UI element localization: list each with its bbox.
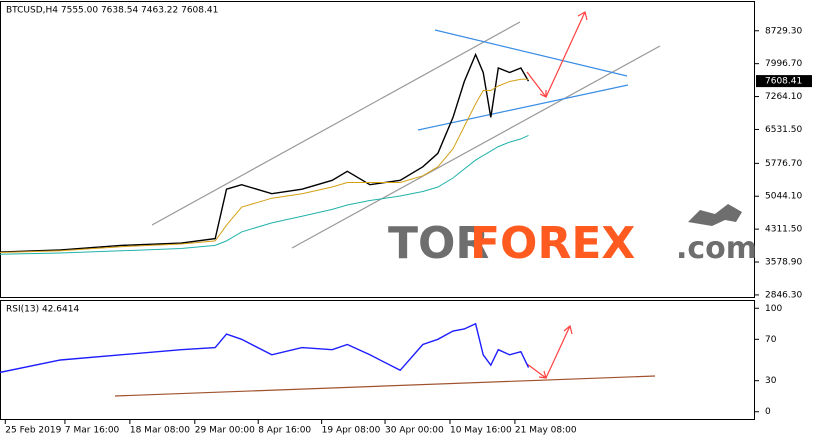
price-label-box	[756, 75, 812, 88]
watermark-text: TOR	[388, 218, 489, 269]
arrow	[526, 11, 588, 98]
y-tick-label: 4311.50	[765, 225, 802, 235]
rsi-trend-line	[114, 375, 656, 397]
x-tick-label: 25 Feb 2019	[5, 426, 61, 436]
bull-icon	[688, 204, 742, 226]
y-tick-label: 6531.50	[765, 125, 802, 135]
x-tick-label: 8 Apr 16:00	[258, 426, 311, 436]
y-tick-label: 100	[765, 304, 782, 314]
x-tick-label: 10 May 16:00	[450, 426, 512, 436]
x-tick-label: 19 Apr 08:00	[322, 426, 381, 436]
y-tick-label: 5776.70	[765, 159, 802, 169]
y-tick-label: 7996.70	[765, 59, 802, 69]
y-tick-label: 3578.90	[765, 258, 802, 268]
x-tick-label: 21 May 08:00	[515, 426, 577, 436]
channel-line	[151, 21, 521, 226]
channel-line	[291, 45, 661, 249]
price-panel	[0, 1, 755, 298]
x-tick-label: 29 Mar 00:00	[195, 426, 255, 436]
x-tick-label: 7 Mar 16:00	[65, 426, 120, 436]
y-tick-label: 0	[765, 407, 771, 417]
y-tick-label: 30	[765, 376, 777, 386]
y-tick-label: 70	[765, 335, 777, 345]
annotations	[114, 11, 661, 397]
triangle-line	[417, 84, 629, 131]
x-tick-label: 18 Mar 08:00	[130, 426, 190, 436]
price-label: 7608.41	[765, 77, 802, 87]
arrow	[526, 324, 573, 379]
rsi-panel	[0, 300, 755, 420]
series-line	[0, 322, 530, 374]
watermark-text: FOREX	[470, 218, 635, 269]
series-line	[0, 78, 529, 253]
watermark: TOR FOREX .com	[388, 204, 757, 269]
chart-title: BTCUSD,H4 7555.00 7638.54 7463.22 7608.4…	[6, 6, 218, 16]
y-tick-label: 2846.30	[765, 290, 802, 300]
triangle-line	[434, 29, 628, 77]
rsi-title: RSI(13) 42.6414	[6, 305, 79, 315]
series-line	[0, 134, 529, 255]
y-tick-label: 7264.10	[765, 92, 802, 102]
x-tick-label: 30 Apr 00:00	[385, 426, 444, 436]
watermark-text: .com	[676, 231, 757, 266]
y-tick-label: 5044.10	[765, 192, 802, 202]
y-tick-label: 8729.30	[765, 26, 802, 36]
